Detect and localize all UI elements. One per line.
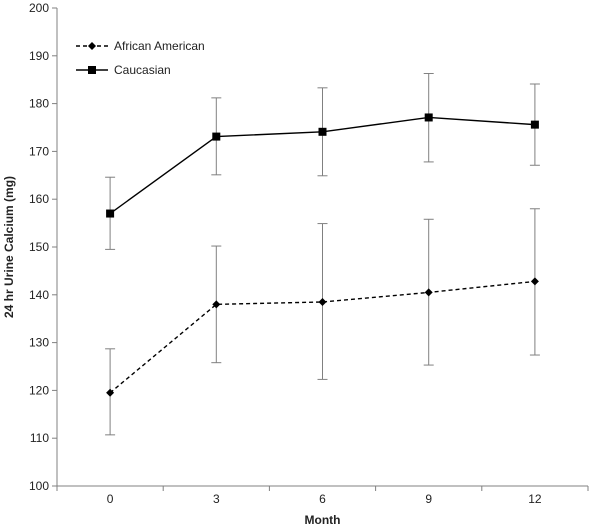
x-axis: 0 3 6 9 12	[56, 485, 589, 506]
error-bars	[105, 72, 540, 436]
y-tick-label: 100	[29, 479, 49, 493]
legend-swatch-marker	[88, 42, 96, 50]
y-tick-label: 120	[29, 383, 49, 397]
african-american-point	[106, 388, 115, 397]
african-american-point	[212, 300, 221, 309]
caucasian-point	[424, 113, 433, 122]
y-tick-label: 140	[29, 288, 49, 302]
caucasian-point	[530, 120, 539, 129]
legend: African American Caucasian	[76, 39, 205, 77]
caucasian-point	[212, 132, 221, 141]
legend-item-african-american: African American	[76, 39, 205, 53]
legend-label: African American	[114, 39, 205, 53]
x-axis-title: Month	[305, 513, 341, 527]
caucasian-point	[318, 127, 327, 136]
y-tick-label: 160	[29, 192, 49, 206]
y-tick-label: 190	[29, 49, 49, 63]
x-tick-label: 6	[319, 492, 326, 506]
series-markers	[106, 113, 539, 397]
y-axis: 100 110 120 130 140 150 160 170 180 190 200	[29, 1, 58, 493]
y-tick-label: 130	[29, 336, 49, 350]
y-tick-label: 150	[29, 240, 49, 254]
african-american-point	[318, 297, 327, 306]
african-american-line	[109, 280, 535, 394]
y-tick-label: 170	[29, 144, 49, 158]
african-american-point	[424, 288, 433, 297]
legend-swatch-marker	[88, 66, 96, 74]
y-tick-label: 110	[30, 431, 49, 445]
y-tick-label: 200	[29, 1, 49, 15]
x-tick-label: 12	[528, 492, 542, 506]
caucasian-point	[106, 209, 115, 218]
legend-item-caucasian: Caucasian	[76, 63, 171, 77]
y-tick-label: 180	[29, 97, 49, 111]
legend-label: Caucasian	[114, 63, 171, 77]
y-axis-title: 24 hr Urine Calcium (mg)	[2, 176, 16, 318]
x-tick-label: 3	[213, 492, 220, 506]
x-tick-label: 9	[425, 492, 432, 506]
x-tick-label: 0	[107, 492, 114, 506]
african-american-point	[530, 277, 539, 286]
